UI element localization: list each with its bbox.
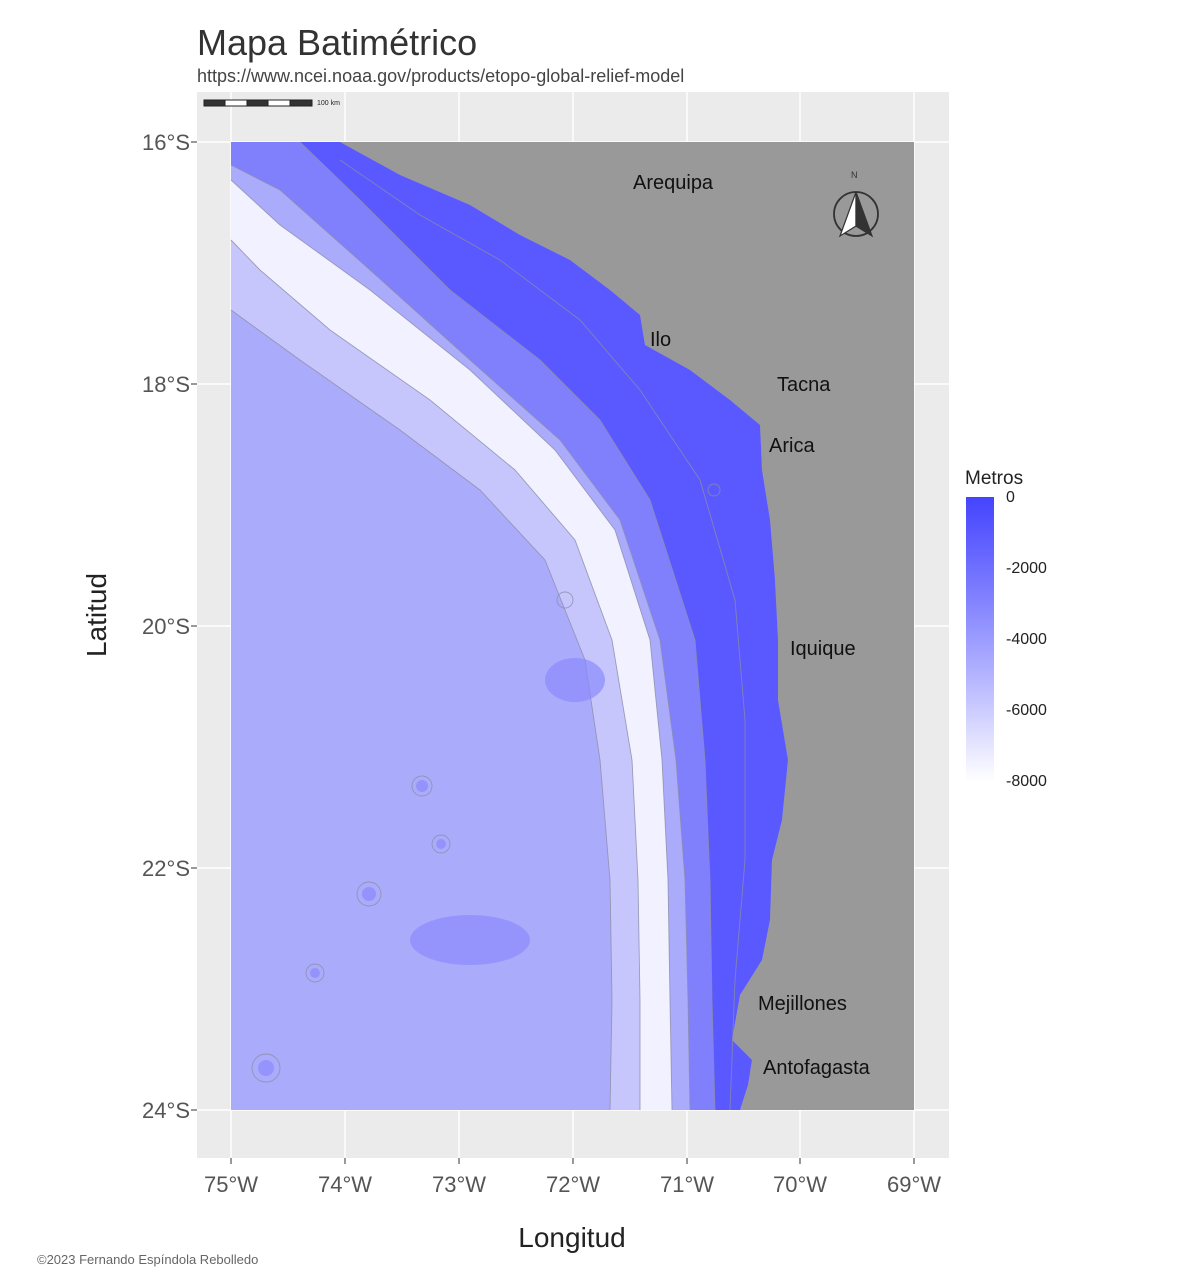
city-label-tacna: Tacna <box>777 374 831 396</box>
scale-bar-label: 100 km <box>317 100 340 107</box>
north-arrow-icon <box>833 191 879 238</box>
legend-label: -6000 <box>1006 702 1047 719</box>
scale-bar <box>203 99 313 107</box>
city-label-antofagasta: Antofagasta <box>763 1057 870 1079</box>
trench-margin <box>231 240 640 1110</box>
slope-band <box>231 142 715 1110</box>
xtick-label: 74°W <box>317 1172 373 1197</box>
city-label-iquique: Iquique <box>790 638 856 660</box>
city-label-arequipa: Arequipa <box>633 172 714 194</box>
contour-lines <box>230 141 746 1111</box>
map-subtitle: https://www.ncei.noaa.gov/products/etopo… <box>197 66 685 86</box>
ytick-label: 20°S <box>142 614 190 639</box>
trench <box>231 180 672 1110</box>
ytick-label: 18°S <box>142 372 190 397</box>
xtick-label: 75°W <box>203 1172 259 1197</box>
ytick-label: 22°S <box>142 856 190 881</box>
axis-ticks <box>191 141 915 1164</box>
north-arrow-label: N <box>851 170 858 180</box>
city-label-ilo: Ilo <box>650 329 672 351</box>
city-label-arica: Arica <box>769 435 815 457</box>
ytick-label: 16°S <box>142 130 190 155</box>
map-title: Mapa Batimétrico <box>197 22 478 63</box>
xtick-label: 69°W <box>886 1172 942 1197</box>
x-axis-label: Longitud <box>518 1222 626 1253</box>
xtick-label: 73°W <box>431 1172 487 1197</box>
city-label-mejillones: Mejillones <box>758 993 847 1015</box>
xtick-label: 70°W <box>772 1172 828 1197</box>
legend-label: -8000 <box>1006 773 1047 790</box>
legend-title: Metros <box>965 468 1024 489</box>
xtick-label: 72°W <box>545 1172 601 1197</box>
seamounts <box>258 658 605 1076</box>
legend-label: 0 <box>1006 489 1015 506</box>
credit-text: ©2023 Fernando Espíndola Rebolledo <box>37 1252 259 1267</box>
legend-label: -2000 <box>1006 560 1047 577</box>
ytick-label: 24°S <box>142 1098 190 1123</box>
legend-label: -4000 <box>1006 631 1047 648</box>
y-axis-label: Latitud <box>81 572 112 658</box>
legend-colorbar <box>966 497 994 782</box>
shelf-band <box>300 142 788 1110</box>
xtick-label: 71°W <box>659 1172 715 1197</box>
